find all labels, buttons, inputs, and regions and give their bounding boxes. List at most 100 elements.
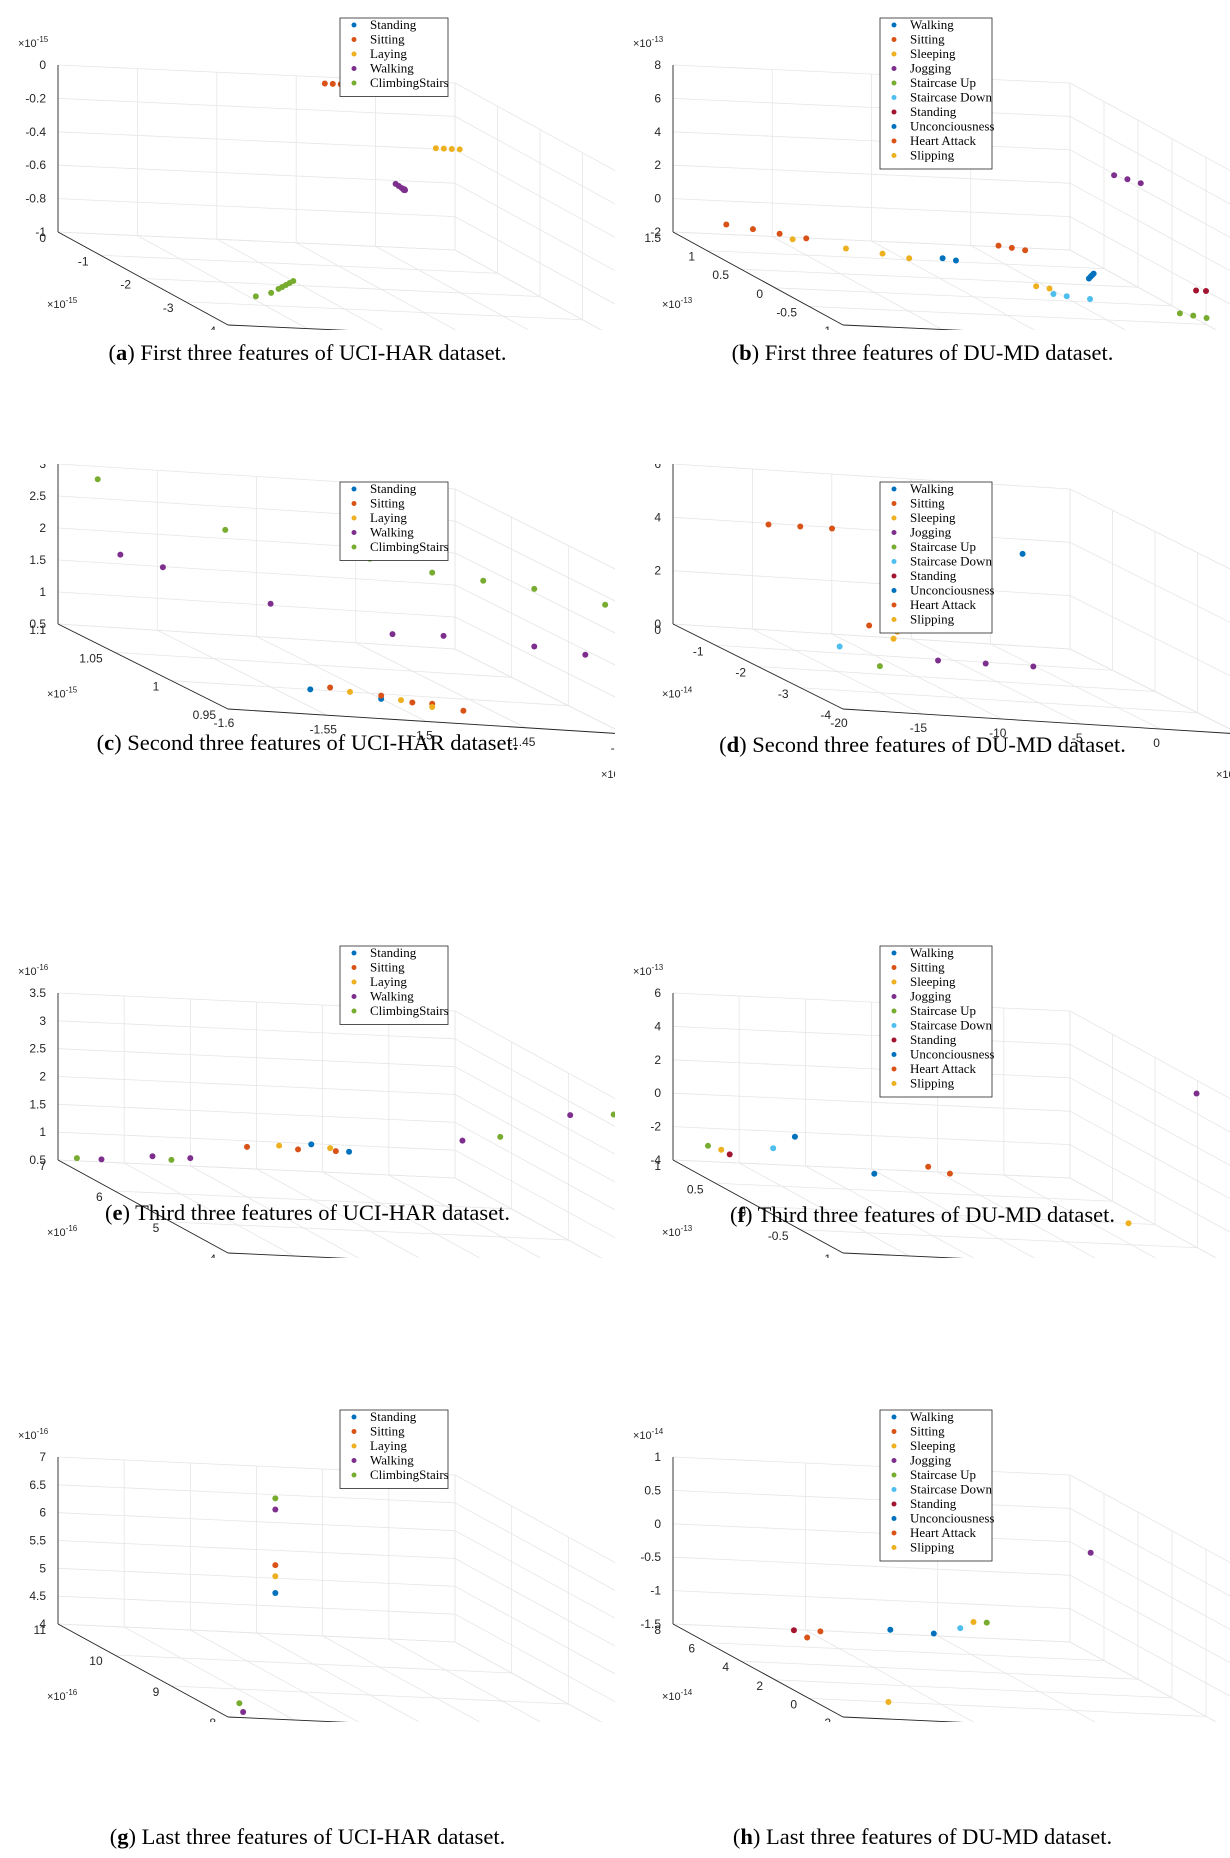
- data-point-staircase-up: [876, 663, 883, 670]
- z-tick-label: -1: [650, 1584, 661, 1598]
- z-tick-label: 2: [654, 564, 661, 578]
- legend-label: Heart Attack: [910, 597, 977, 612]
- x-tick-label: 9: [153, 1685, 160, 1699]
- grid-line: [1069, 249, 1218, 330]
- caption-g: (g) Last three features of UCI-HAR datas…: [109, 1824, 506, 1849]
- caption-c: (c) Second three features of UCI-HAR dat…: [96, 730, 519, 755]
- grid-line: [805, 1165, 975, 1258]
- legend-label: Unconciousness: [910, 119, 995, 134]
- data-point-staircase-down: [1063, 293, 1070, 300]
- grid-line: [454, 1038, 615, 1127]
- x-tick-label: 0: [756, 287, 763, 301]
- grid-line: [454, 249, 603, 330]
- data-point-sleeping: [879, 250, 886, 257]
- grid-line: [1069, 1641, 1218, 1722]
- legend-label: Standing: [910, 104, 957, 119]
- legend-marker: [891, 1487, 897, 1492]
- legend-marker: [891, 124, 897, 129]
- data-point-standing: [790, 1627, 797, 1634]
- data-point-standing: [308, 1141, 315, 1148]
- x-axis-line: [672, 1623, 844, 1718]
- grid-line: [123, 1626, 295, 1721]
- data-point-heart-attack: [946, 1170, 953, 1177]
- x-axis-line: [57, 623, 229, 710]
- grid-line: [1069, 1574, 1230, 1664]
- legend-marker: [351, 37, 357, 42]
- legend-marker: [351, 51, 357, 57]
- grid-line: [871, 240, 1036, 330]
- data-point-staircase-up: [1176, 310, 1183, 317]
- z-tick-label: 0.5: [644, 1483, 661, 1497]
- legend-box-c: [339, 481, 449, 561]
- data-point-sitting: [797, 523, 804, 530]
- legend-label: Heart Attack: [910, 133, 977, 148]
- legend-marker: [891, 51, 897, 57]
- legend-marker: [351, 22, 357, 28]
- grid-line: [937, 1171, 1096, 1258]
- z-tick-label: 2: [654, 1053, 661, 1067]
- x-tick-label: 11: [34, 1623, 47, 1637]
- legend-marker: [351, 501, 357, 506]
- data-point-walking: [240, 1709, 247, 1715]
- data-point-staircase-down: [1050, 290, 1057, 297]
- grid-line: [672, 1623, 1071, 1643]
- chart-svg-f: 10.50-0.5-100.511.522.536420-2-4×10-13×1…: [633, 945, 1230, 1258]
- data-point-climbingstairs: [610, 1111, 615, 1118]
- data-point-unconciousness: [939, 255, 946, 262]
- z-tick-label: 3.5: [29, 986, 46, 1000]
- data-point-heart-attack: [1022, 247, 1029, 254]
- z-tick-label: 5.5: [29, 1534, 46, 1548]
- caption-text-c: Second three features of UCI-HAR dataset…: [127, 730, 519, 755]
- grid-line: [774, 1679, 1173, 1699]
- legend-marker: [891, 1052, 897, 1057]
- grid-line: [454, 1641, 603, 1722]
- caption-letter-d: d: [726, 732, 740, 757]
- grid-line: [454, 1530, 615, 1619]
- x-exponent-value: -16: [66, 1224, 78, 1233]
- x-tick-label: 4: [209, 1252, 216, 1258]
- axes-b: [672, 65, 964, 330]
- legend-label: Unconciousness: [910, 1047, 995, 1062]
- grid-line: [388, 1638, 542, 1722]
- z-tick-label: 5: [39, 1561, 46, 1575]
- data-point-climbingstairs: [531, 585, 538, 592]
- y-tick-label: -20: [830, 716, 848, 730]
- grid-line: [454, 488, 615, 570]
- data-point-walking: [440, 632, 447, 639]
- data-point-slipping: [1033, 283, 1040, 290]
- z-tick-label: 0.5: [29, 617, 46, 631]
- data-point-staircase-up: [1190, 312, 1197, 319]
- legend-label: Staircase Up: [910, 539, 976, 554]
- data-point-walking: [459, 1137, 466, 1144]
- legend-label: Slipping: [910, 1540, 955, 1555]
- z-tick-label: -1.5: [640, 1617, 661, 1631]
- data-point-climbingstairs: [222, 526, 229, 533]
- legend-marker: [891, 153, 897, 158]
- x-exponent-value: -16: [66, 1688, 78, 1697]
- caption-letter-a: a: [115, 340, 128, 365]
- chart-panel-h: 86420-2-5051010.50-0.5-1-1.5×10-14×10-14…: [615, 1392, 1230, 1856]
- grid-line: [454, 1502, 615, 1591]
- data-point-standing: [1193, 287, 1200, 294]
- x-tick-label: -1: [820, 1252, 831, 1258]
- grid-line: [142, 278, 541, 297]
- data-point-staircase-up: [1203, 314, 1210, 321]
- x-exponent: ×10-14: [662, 1688, 693, 1703]
- z-tick-label: 2.5: [29, 489, 46, 503]
- x-tick-label: -4: [205, 324, 216, 330]
- z-tick-label: 2.5: [29, 1042, 46, 1056]
- grid-line: [672, 1490, 1071, 1509]
- grid-line: [454, 249, 603, 330]
- z-tick-label: 0: [654, 617, 661, 631]
- caption-text-b: First three features of DU-MD dataset.: [764, 340, 1114, 365]
- legend-box-d: [879, 481, 993, 634]
- z-tick-label: 2: [654, 158, 661, 172]
- legend-label: Walking: [910, 1409, 954, 1424]
- legend-label: Laying: [370, 510, 407, 525]
- data-point-sleeping: [890, 635, 897, 642]
- x-tick-label: -2: [120, 278, 131, 292]
- legend-label: Walking: [370, 61, 414, 76]
- grid-line: [772, 236, 943, 330]
- legend-marker: [891, 588, 897, 593]
- x-tick-label: 0: [739, 1206, 746, 1220]
